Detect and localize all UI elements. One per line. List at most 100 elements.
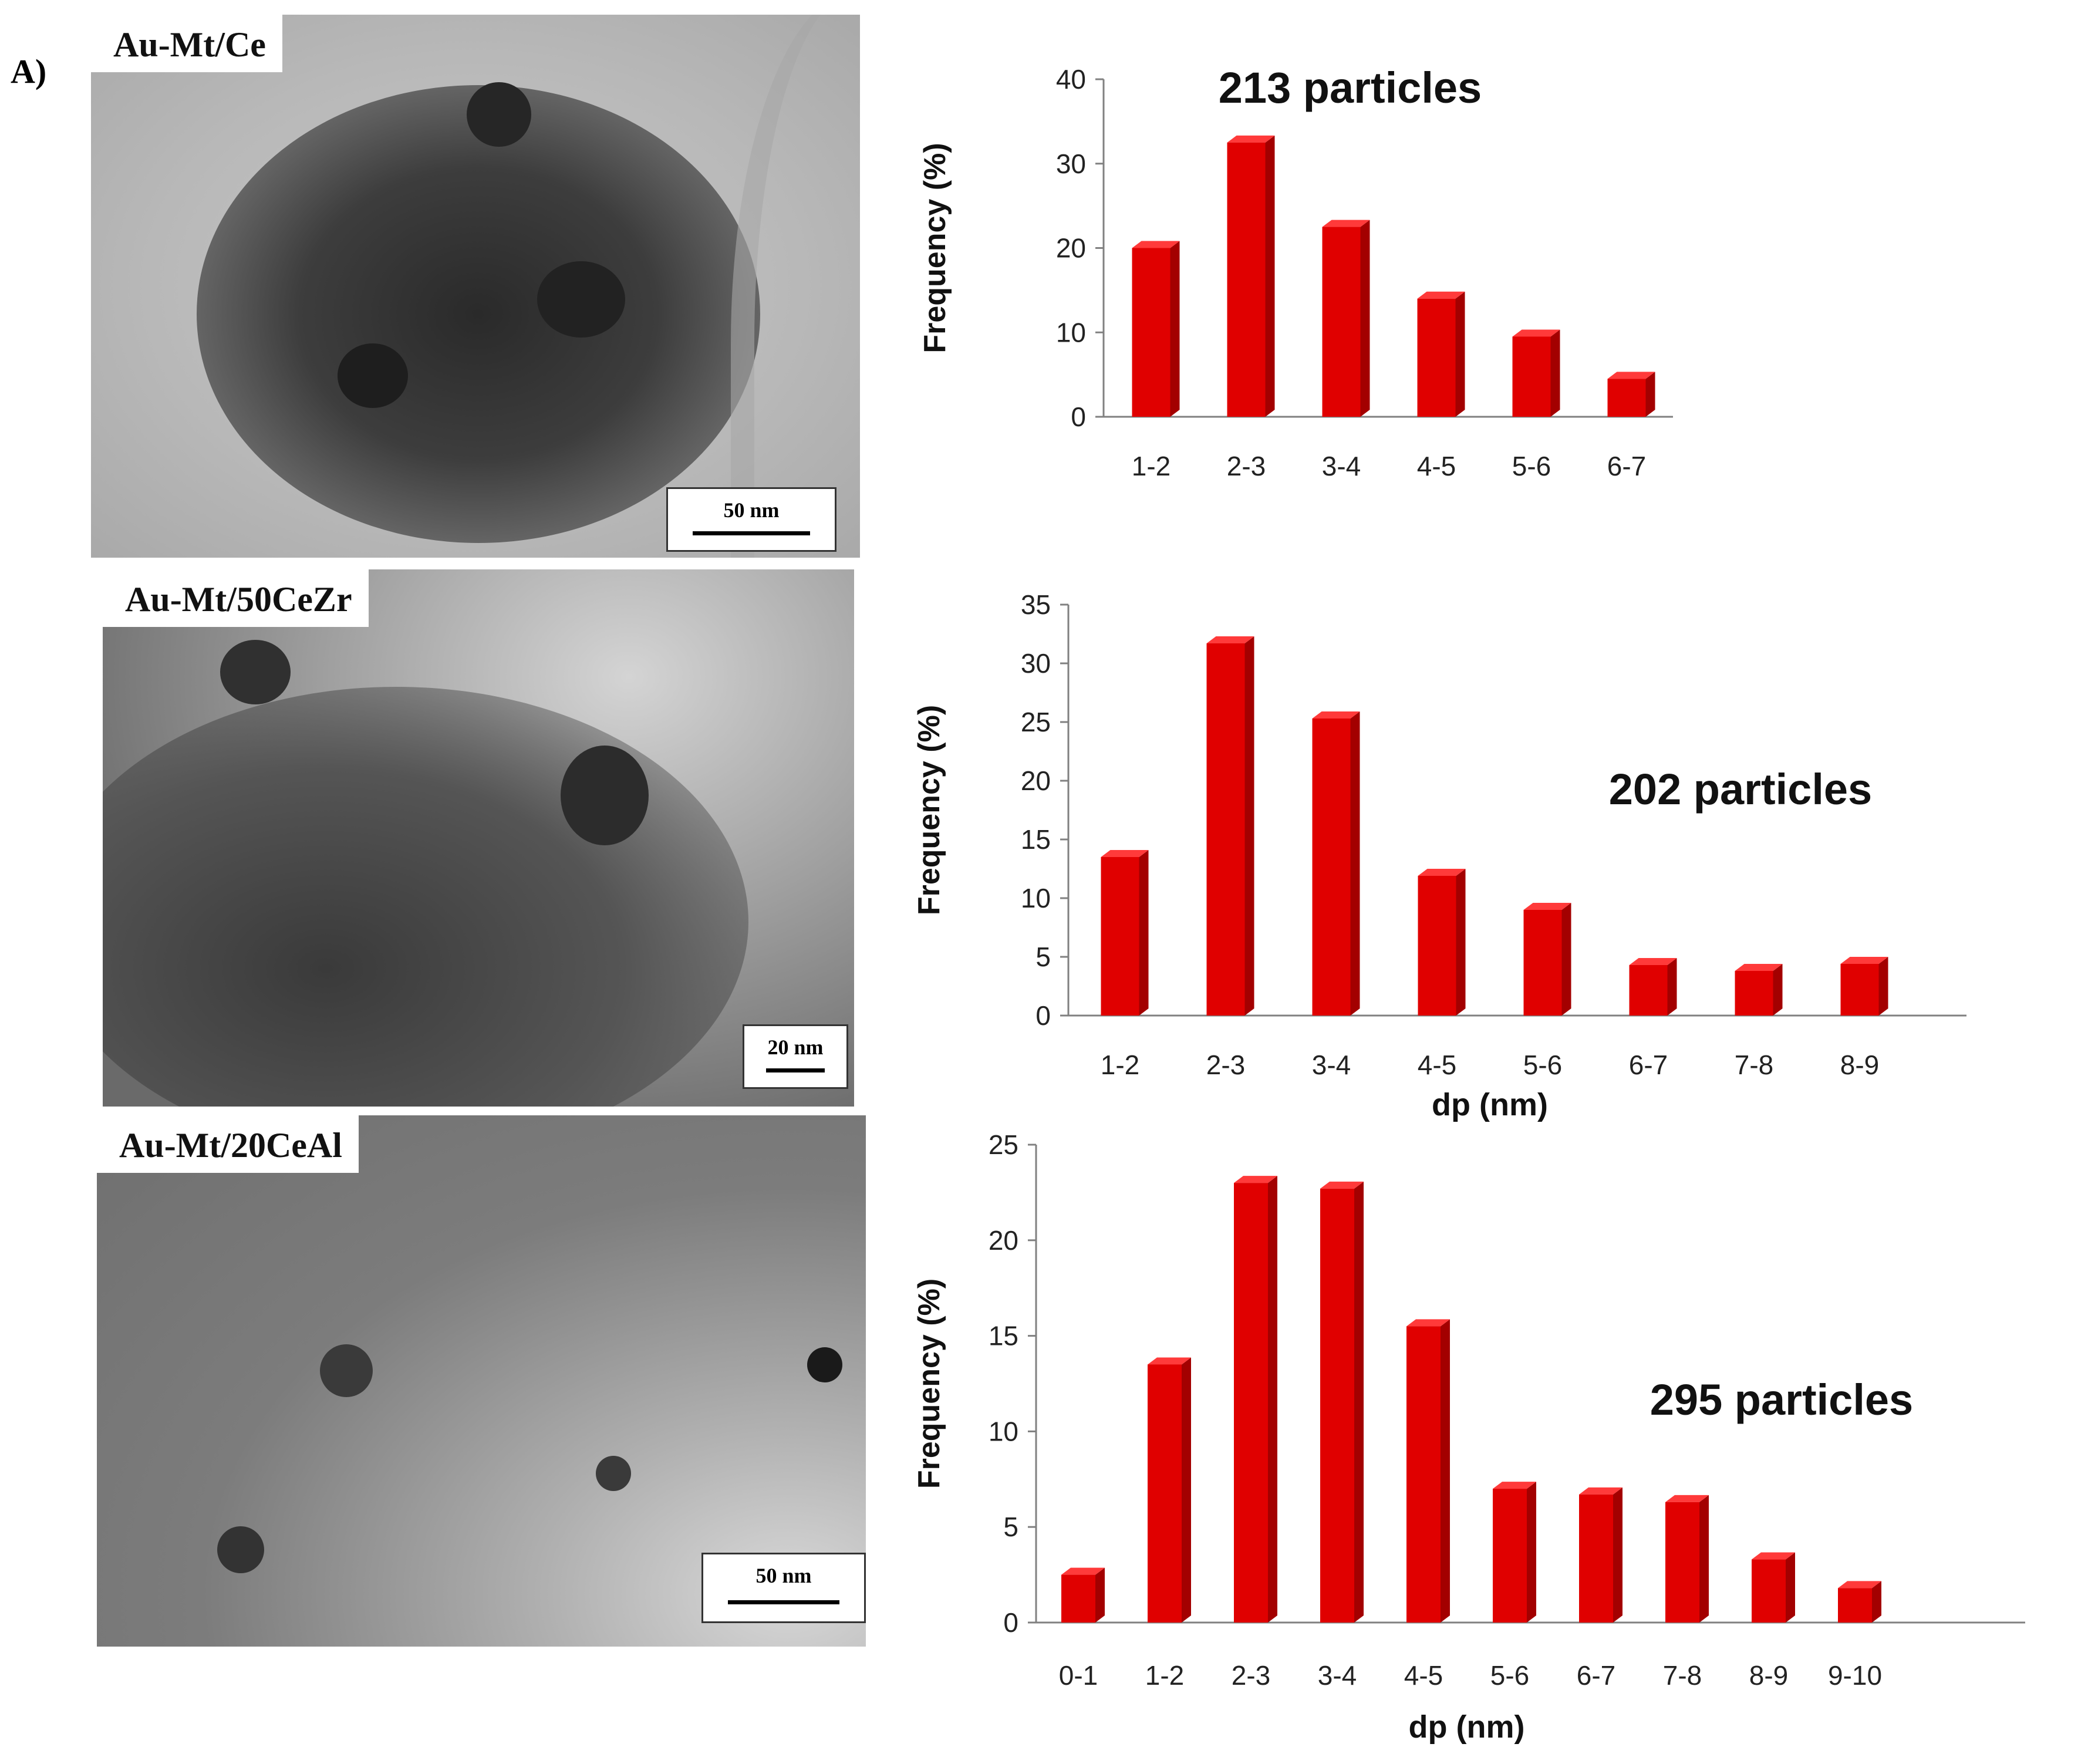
particle-count-annotation: 213 particles xyxy=(1219,63,1482,112)
tem-image-au-mt-20ceal: Au-Mt/20CeAl 50 nm xyxy=(97,1115,866,1647)
bar-front xyxy=(1061,1574,1095,1623)
dark-particle xyxy=(561,746,649,845)
bar-top xyxy=(1132,241,1180,248)
bar-top xyxy=(1838,1581,1881,1588)
bar-top xyxy=(1417,291,1465,299)
y-tick-label: 10 xyxy=(1056,317,1086,348)
bar xyxy=(1101,850,1149,1016)
tem-image-au-mt-50cezr: Au-Mt/50CeZr 20 nm xyxy=(103,569,854,1107)
bar-front xyxy=(1206,643,1245,1016)
scale-bar-text: 50 nm xyxy=(723,498,780,522)
bar-side xyxy=(1773,964,1783,1016)
histogram-au-mt-50cezr: 0 5 10 15 20 25 30 35 1-2 2-3 3-4 4-5 5-6 6-7 7-8 8-9 Fr… xyxy=(912,589,1966,1122)
bar xyxy=(1838,1581,1881,1623)
dark-particle xyxy=(320,1344,373,1397)
bar-front xyxy=(1493,1489,1527,1623)
x-tick-label: 7-8 xyxy=(1735,1050,1773,1080)
bar-top xyxy=(1607,372,1655,379)
bar-side xyxy=(1265,135,1275,417)
particle-count-annotation: 295 particles xyxy=(1650,1375,1913,1424)
bar xyxy=(1629,958,1677,1016)
bar-front xyxy=(1579,1494,1613,1623)
y-tick-label: 30 xyxy=(1056,149,1086,179)
x-tick-label: 4-5 xyxy=(1417,451,1456,481)
x-axis-label: dp (nm) xyxy=(1432,1087,1548,1122)
y-tick-label: 10 xyxy=(989,1416,1018,1446)
bar-side xyxy=(1561,903,1571,1016)
bar xyxy=(1322,220,1370,417)
bar xyxy=(1735,964,1783,1016)
scale-bar-line xyxy=(728,1600,839,1604)
bar-top xyxy=(1665,1495,1709,1502)
x-tick-label: 1-2 xyxy=(1145,1660,1184,1691)
bar-front xyxy=(1320,1188,1354,1623)
scale-bar: 50 nm xyxy=(666,487,836,552)
figure-panel-label: A) xyxy=(11,52,47,90)
bar-top xyxy=(1234,1176,1277,1183)
bar-side xyxy=(1139,850,1149,1016)
x-tick-label: 5-6 xyxy=(1512,451,1551,481)
bar-top xyxy=(1406,1319,1450,1327)
x-tick-label: 7-8 xyxy=(1663,1660,1702,1691)
x-tick-label: 2-3 xyxy=(1227,451,1266,481)
bar-side xyxy=(1360,220,1370,417)
bar-top xyxy=(1148,1357,1191,1365)
bar-top xyxy=(1523,903,1571,910)
x-tick-label: 3-4 xyxy=(1318,1660,1357,1691)
bar-side xyxy=(1268,1176,1277,1623)
particle-count-annotation: 202 particles xyxy=(1609,765,1872,814)
scale-bar-line xyxy=(766,1068,825,1072)
tem-image-au-mt-ce: Au-Mt/Ce 50 nm xyxy=(91,15,860,558)
y-tick-label: 10 xyxy=(1021,883,1051,913)
y-tick-label: 0 xyxy=(1035,1000,1051,1031)
x-tick-label: 4-5 xyxy=(1418,1050,1456,1080)
bar-side xyxy=(1441,1319,1450,1623)
bar xyxy=(1418,869,1466,1016)
y-axis-label: Frequency (%) xyxy=(912,705,946,915)
bar xyxy=(1417,291,1465,417)
bar-side xyxy=(1455,291,1465,417)
bar-side xyxy=(1182,1357,1191,1623)
bar-side xyxy=(1699,1495,1709,1623)
bar xyxy=(1206,636,1254,1016)
bar-front xyxy=(1101,857,1139,1016)
bar-front xyxy=(1735,971,1773,1016)
nanoparticle-aggregate xyxy=(197,85,760,543)
scale-bar-text: 20 nm xyxy=(767,1036,824,1059)
y-axis-label: Frequency (%) xyxy=(912,1279,946,1489)
histogram-au-mt-20ceal: 0 5 10 15 20 25 0-1 1-2 2-3 3-4 4-5 5-6 6-7 7-8 8-9 9-1… xyxy=(912,1129,2025,1745)
scale-bar: 50 nm xyxy=(701,1553,866,1623)
histogram-au-mt-ce: 0 10 20 30 40 1-2 2-3 3-4 4-5 5-6 6-7 Frequency (%)… xyxy=(918,63,1673,481)
bar-side xyxy=(1354,1181,1364,1623)
bar-top xyxy=(1418,869,1466,876)
y-axis-label: Frequency (%) xyxy=(918,143,952,353)
y-tick-label: 15 xyxy=(1021,824,1051,855)
bar-front xyxy=(1840,964,1879,1016)
dark-particle xyxy=(217,1526,264,1573)
bar-side xyxy=(1550,329,1560,417)
bar-top xyxy=(1320,1181,1364,1189)
bar-top xyxy=(1629,958,1677,965)
bar xyxy=(1665,1495,1709,1623)
y-tick-label: 30 xyxy=(1021,648,1051,679)
bar xyxy=(1227,135,1275,417)
bar-top xyxy=(1735,964,1783,971)
bar-front xyxy=(1752,1559,1786,1623)
x-axis-label: dp (nm) xyxy=(1409,1709,1525,1745)
bar-front xyxy=(1523,910,1562,1016)
x-tick-label: 8-9 xyxy=(1749,1660,1788,1691)
bar-side xyxy=(1786,1552,1795,1623)
y-tick-label: 0 xyxy=(1003,1607,1018,1638)
bar-top xyxy=(1752,1552,1795,1560)
bar-side xyxy=(1350,711,1360,1016)
dark-particle xyxy=(807,1347,842,1382)
bar-side xyxy=(1613,1487,1622,1623)
x-tick-label: 6-7 xyxy=(1607,451,1646,481)
x-tick-label: 6-7 xyxy=(1577,1660,1615,1691)
bar-side xyxy=(1244,636,1254,1016)
bar xyxy=(1148,1357,1191,1623)
x-tick-label: 8-9 xyxy=(1840,1050,1879,1080)
bar-top xyxy=(1101,850,1149,857)
bar xyxy=(1752,1552,1795,1623)
bar-front xyxy=(1234,1183,1268,1623)
